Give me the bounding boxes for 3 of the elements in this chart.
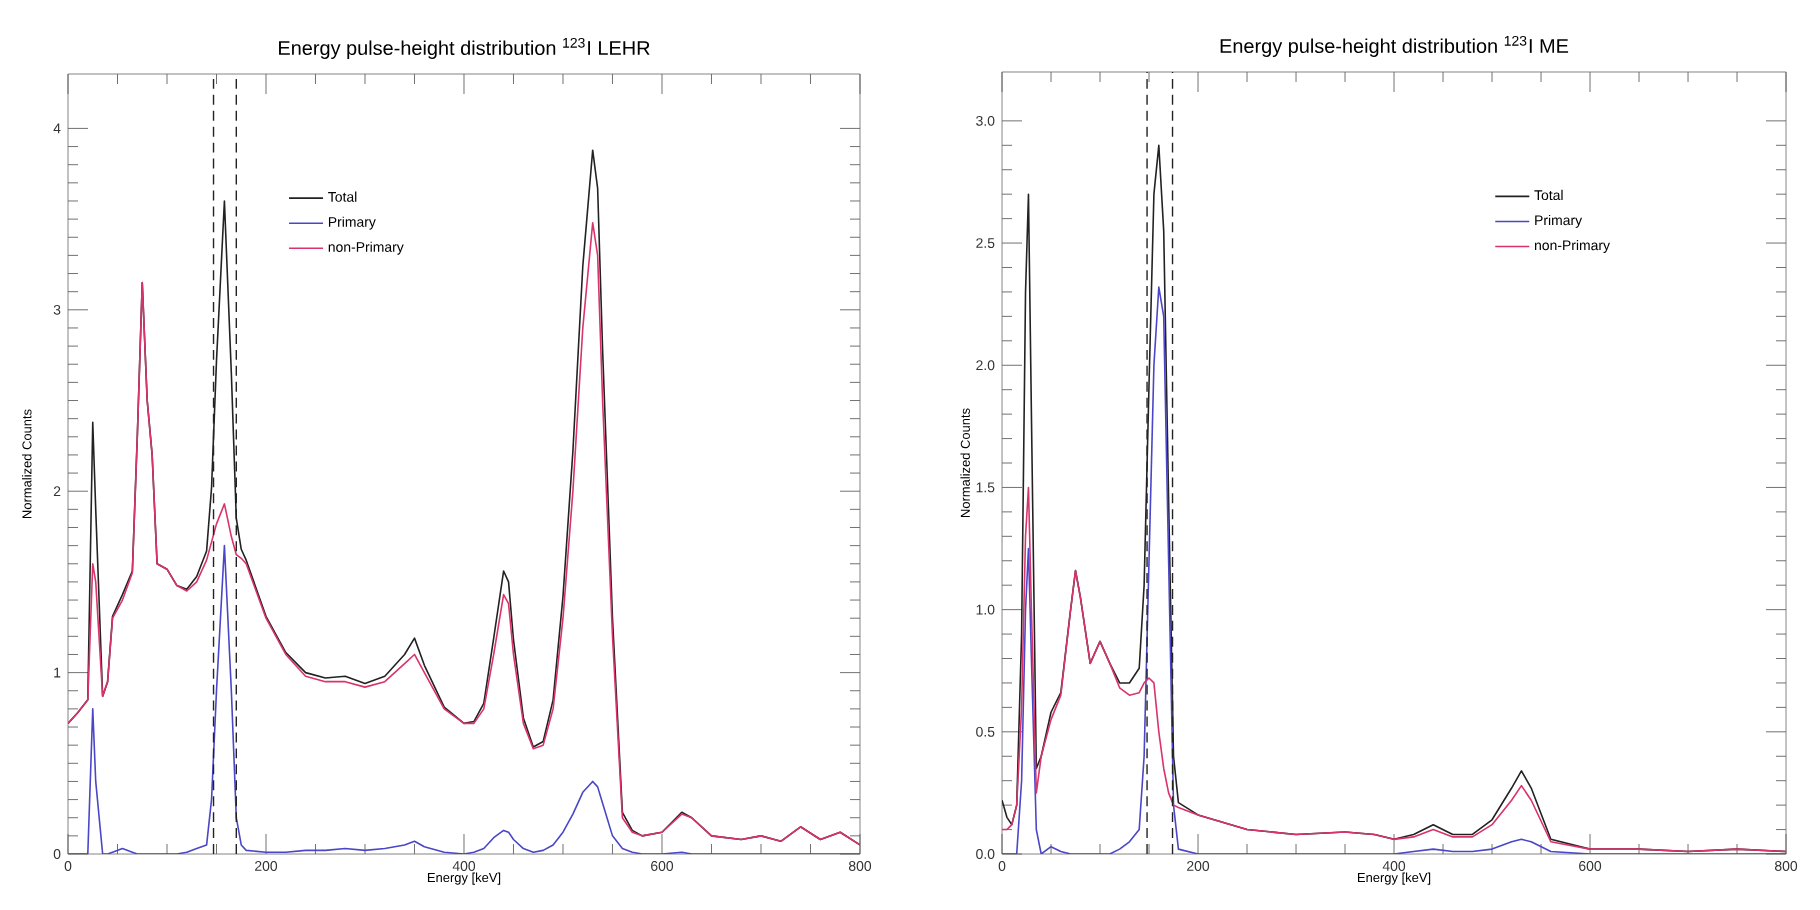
chart-title: Energy pulse-height distribution $^{123}$I LEHR — [279, 37, 650, 59]
line-series — [1002, 486, 1787, 853]
chart-title: Energy pulse-height distribution $^{123}$I ME — [1220, 35, 1569, 57]
